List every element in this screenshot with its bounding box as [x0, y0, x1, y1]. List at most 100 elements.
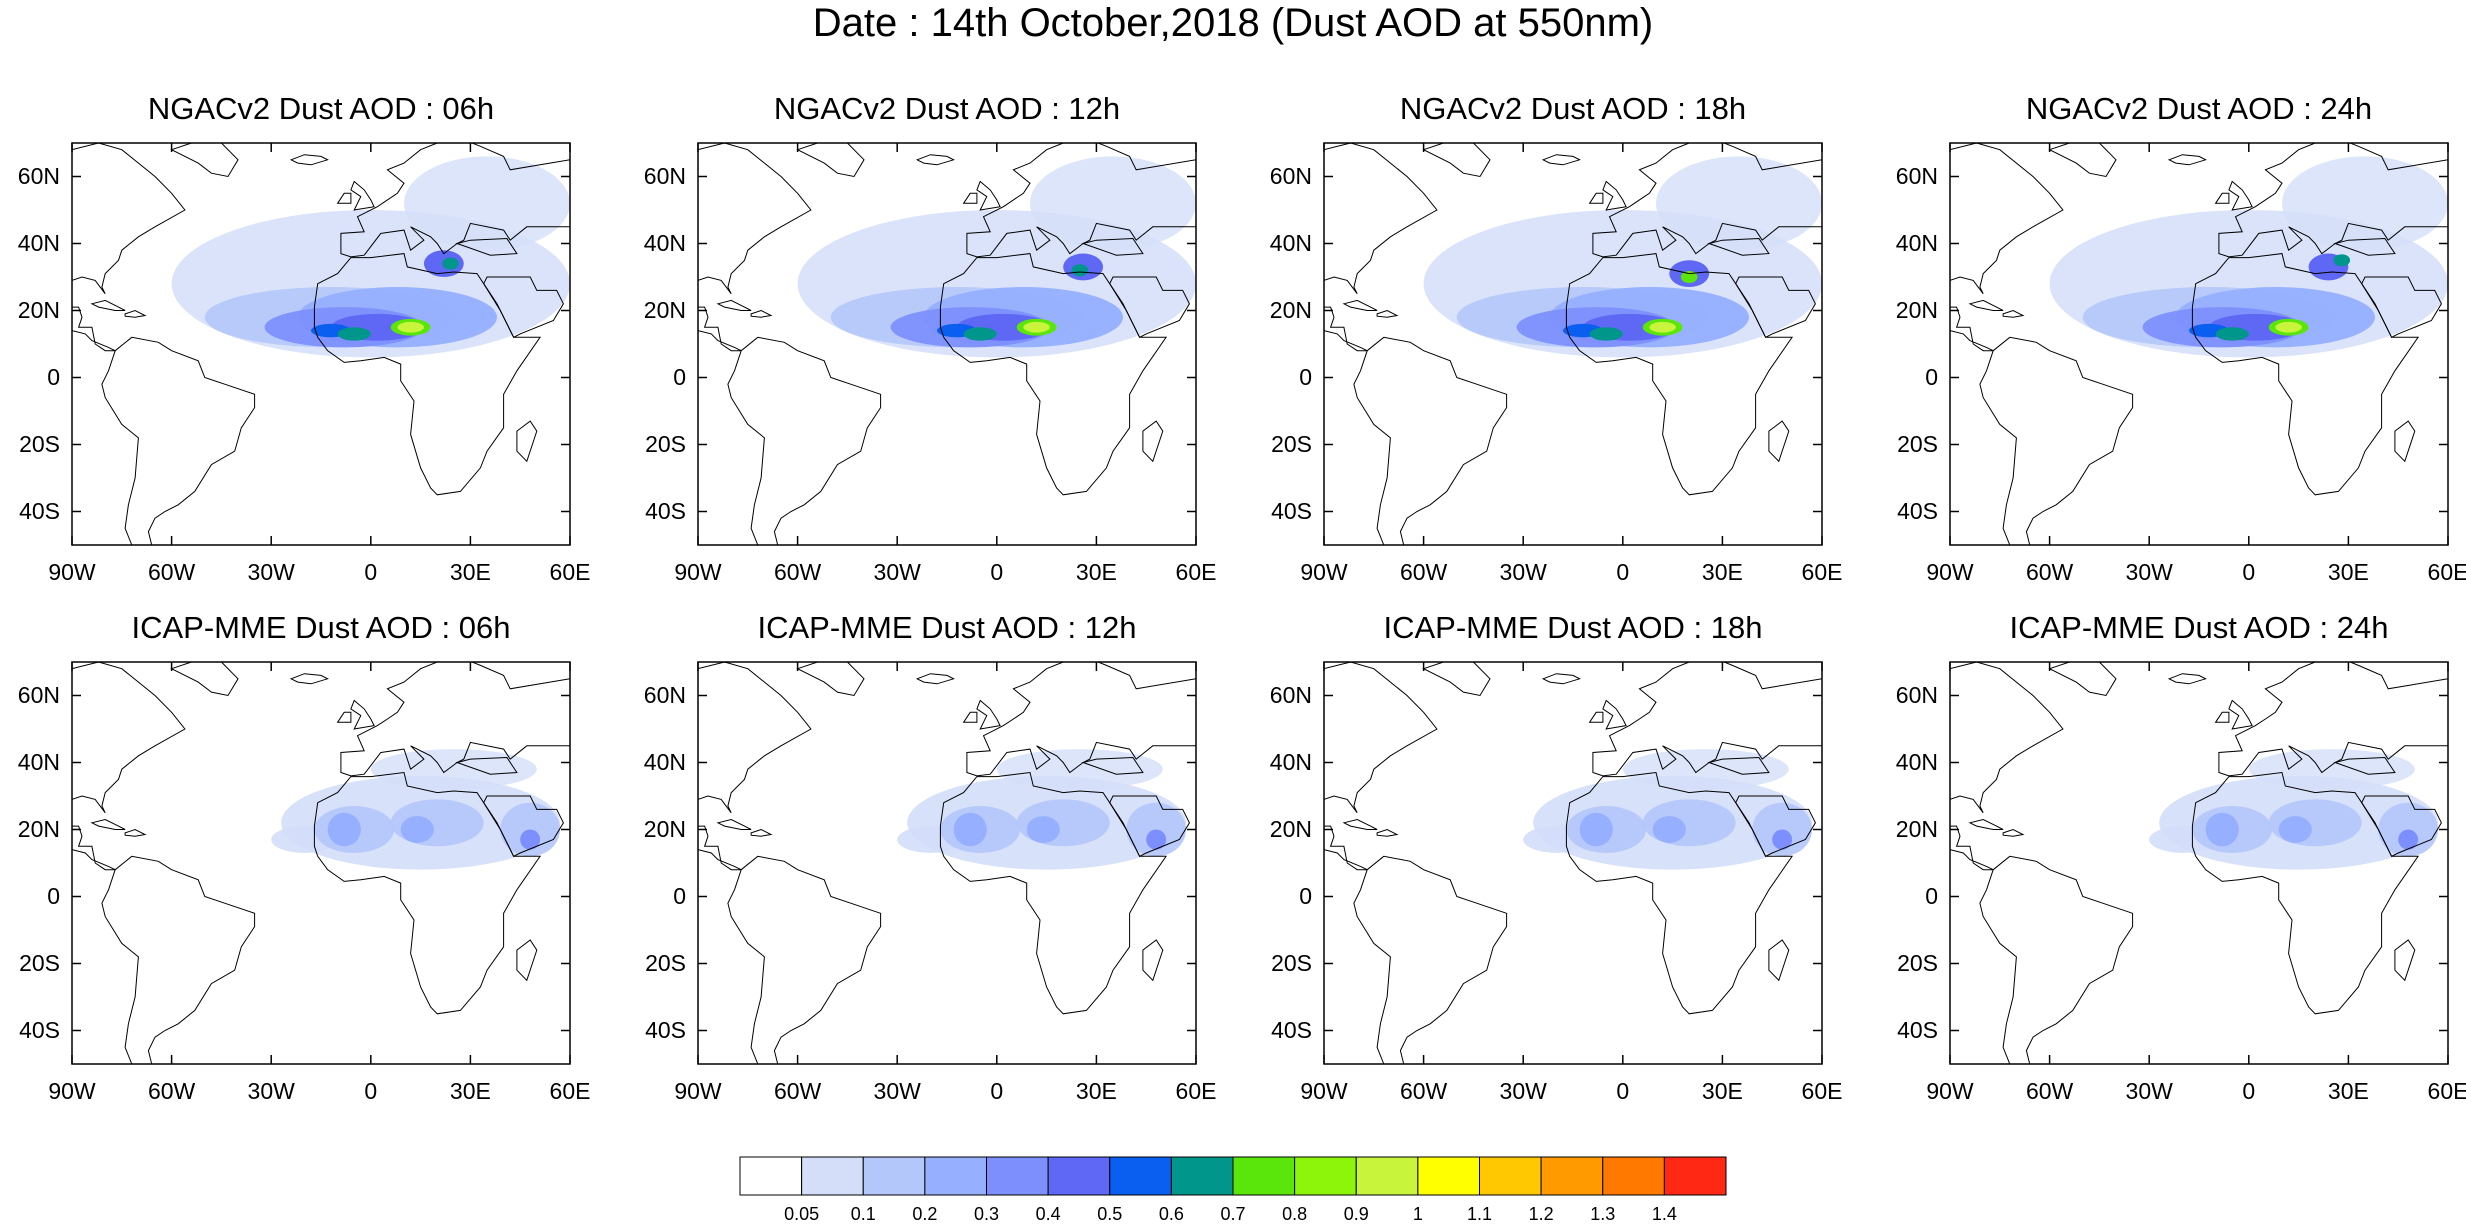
coastline-arabia: [1109, 795, 1190, 857]
coastline-ireland: [1588, 711, 1604, 723]
coastline-africa: [2191, 253, 2420, 496]
coastline-africa: [313, 253, 542, 496]
coastline-centralAmerica: [1950, 825, 1994, 871]
map-frame: [1323, 661, 1823, 1065]
lon-tick-label: 60E: [549, 559, 591, 585]
lat-tick-label: 60N: [17, 162, 60, 189]
lat-tick-label: 40S: [19, 497, 60, 524]
lat-tick-label: 20S: [1271, 949, 1312, 976]
coastline-britain: [350, 180, 375, 211]
aod-field-cell: [2248, 749, 2415, 790]
aod-field-cell: [1023, 321, 1050, 333]
coastline-ireland: [336, 711, 352, 723]
coastline-arabia: [1109, 276, 1190, 338]
panel-title: ICAP-MME Dust AOD : 12h: [757, 610, 1137, 645]
aod-field-cell: [1772, 829, 1793, 850]
coastline-turkey: [1707, 756, 1770, 775]
colorbar-swatch: [739, 1156, 803, 1196]
aod-field-cell: [400, 816, 434, 843]
lon-tick-label: 60W: [1399, 559, 1448, 585]
coastline-hispaniola: [750, 309, 773, 318]
lat-tick-label: 20S: [1897, 430, 1938, 457]
lat-tick-label: 40S: [1897, 497, 1938, 524]
coastline-africa: [2191, 771, 2420, 1015]
coastline-northAmerica: [72, 143, 186, 295]
lat-tick-label: 20S: [1897, 949, 1938, 976]
lat-tick-label: 40S: [1271, 497, 1312, 524]
coastline-madagascar: [2394, 420, 2416, 463]
aod-field-cell: [1589, 327, 1623, 341]
coastline-centralAmerica: [1324, 825, 1368, 871]
lat-tick-label: 60N: [1895, 681, 1938, 708]
aod-field-cell: [1146, 829, 1167, 850]
lon-tick-label: 30E: [1075, 559, 1117, 585]
lat-tick-label: 20N: [643, 296, 686, 323]
lon-tick-label: 30W: [873, 1078, 921, 1104]
aod-field-cell: [953, 812, 987, 847]
coastline-northAmerica: [698, 662, 812, 814]
coastline-turkey: [1707, 237, 1770, 256]
coastline-britain: [350, 699, 375, 730]
map-frame: [1949, 142, 2449, 546]
coastline-madagascar: [1142, 420, 1164, 463]
lat-tick-label: 40N: [1895, 229, 1938, 256]
coastline-arabia: [483, 795, 564, 857]
lon-tick-label: 30W: [873, 559, 921, 585]
coastline-southAmerica: [1979, 336, 2134, 545]
coastline-iceland: [1541, 154, 1581, 166]
lon-tick-label: 0: [364, 1078, 378, 1104]
map-panel-5: [71, 661, 571, 1065]
coastline-hispaniola: [1376, 828, 1399, 837]
aod-field-cell: [1071, 264, 1089, 277]
coastline-iceland: [289, 154, 329, 166]
coastline-turkey: [1081, 237, 1144, 256]
coastline-europe: [2218, 662, 2448, 777]
lat-tick-label: 20N: [1269, 815, 1312, 842]
coastline-arabia: [1735, 795, 1816, 857]
figure-title: Date : 14th October,2018 (Dust AOD at 55…: [812, 1, 1654, 45]
coastline-ireland: [962, 192, 978, 204]
aod-field-cell: [442, 257, 459, 270]
lon-tick-label: 60E: [1801, 559, 1843, 585]
colorbar-label: 1: [1412, 1204, 1423, 1224]
coastline-centralAmerica: [72, 306, 116, 352]
coastline-northAmerica: [1324, 143, 1438, 295]
coastline-cuba: [1342, 299, 1378, 311]
map-panel-2: [697, 142, 1197, 546]
lon-tick-label: 30E: [1701, 1078, 1743, 1104]
lon-tick-label: 30W: [1499, 559, 1547, 585]
lon-tick-label: 60W: [147, 559, 196, 585]
coastline-ireland: [2214, 192, 2230, 204]
lat-tick-label: 20S: [645, 430, 686, 457]
aod-field-cell: [370, 749, 537, 790]
map-content: [698, 143, 1196, 545]
coastline-hispaniola: [2002, 309, 2025, 318]
colorbar-label: 1.3: [1590, 1204, 1616, 1224]
coastline-turkey: [1081, 756, 1144, 775]
coastline-arabia: [483, 276, 564, 338]
lat-tick-label: 40N: [1269, 229, 1312, 256]
coastline-europe: [966, 143, 1196, 258]
lat-tick-label: 20N: [1895, 815, 1938, 842]
panel-title: ICAP-MME Dust AOD : 24h: [2009, 610, 2389, 645]
lat-tick-label: 60N: [1269, 162, 1312, 189]
coastline-iceland: [915, 154, 955, 166]
colorbar-swatch: [1355, 1156, 1419, 1196]
coastline-iceland: [289, 673, 329, 685]
coastline-madagascar: [516, 420, 538, 463]
coastline-africa: [313, 771, 542, 1015]
lat-tick-label: 0: [1925, 882, 1938, 909]
coastline-arabia: [2361, 276, 2442, 338]
lon-tick-label: 90W: [1926, 559, 1974, 585]
lon-tick-label: 0: [1616, 1078, 1630, 1104]
lon-tick-label: 30E: [2327, 559, 2369, 585]
coastline-greenland: [1422, 662, 1491, 697]
aod-field-cell: [1026, 816, 1060, 843]
colorbar-swatch: [1540, 1156, 1604, 1196]
aod-field-cell: [397, 321, 424, 333]
coastline-cuba: [716, 299, 752, 311]
coastline-europe: [1592, 143, 1822, 258]
lat-tick-label: 0: [1925, 363, 1938, 390]
lat-tick-label: 20N: [17, 296, 60, 323]
